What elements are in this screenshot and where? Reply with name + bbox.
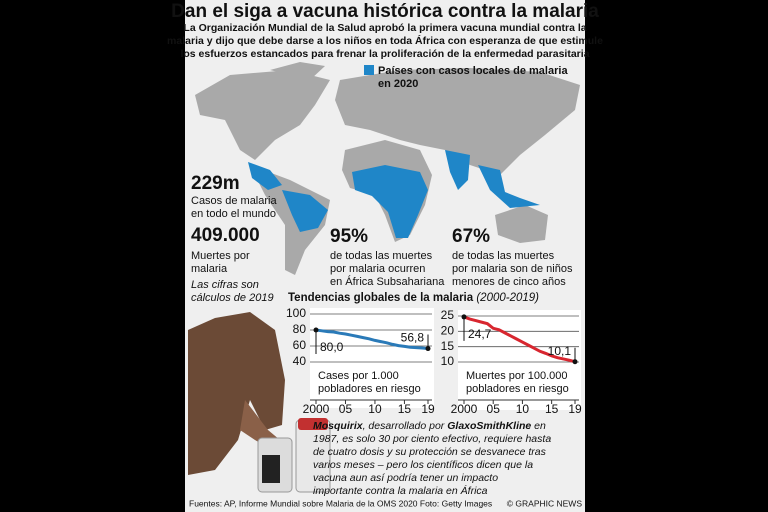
stat-text: menores de cinco años [452, 276, 566, 288]
stat-figure: 67% [452, 226, 490, 247]
chart-caption: Muertes por 100.000 [466, 370, 568, 382]
legend-swatch [364, 65, 374, 75]
x-tick-label: 10 [368, 402, 382, 416]
chart-caption: pobladores en riesgo [466, 383, 569, 395]
chart-caption: pobladores en riesgo [318, 383, 421, 395]
body-run: 1987, es solo 30 por ciento efectivo, re… [313, 433, 551, 445]
title: Dan el siga a vacuna histórica contra la… [171, 1, 599, 22]
stat-text: Muertes por [191, 250, 250, 262]
trends-title-main: Tendencias globales de la malaria [288, 292, 474, 304]
body-line: varios meses – pero los científicos dice… [313, 459, 533, 471]
stat-text: Casos de malaria [191, 195, 277, 207]
x-tick-label: 19 [421, 402, 435, 416]
stat-text: malaria [191, 263, 228, 275]
malaria-areas [248, 150, 540, 238]
photo [188, 312, 331, 493]
legend-label: Países con casos locales de malaria [378, 65, 568, 77]
stat-text: de todas las muertes [452, 250, 555, 262]
body-line: Mosquirix, desarrollado por GlaxoSmithKl… [313, 420, 546, 432]
x-tick-label: 15 [398, 402, 412, 416]
x-tick-label: 19 [568, 402, 582, 416]
y-tick-label: 100 [286, 306, 306, 320]
chart-caption: Cases por 1.000 [318, 370, 399, 382]
stat-text: en África Subsahariana [330, 275, 445, 288]
plot-area [458, 310, 581, 410]
data-line [463, 315, 576, 364]
body-line: importante contra la malaria en África [313, 484, 488, 497]
x-tick-label: 10 [516, 402, 530, 416]
footer-credit: © GRAPHIC NEWS [507, 498, 583, 508]
y-tick-label: 20 [441, 324, 455, 338]
body-run: de cuatro dosis y su protección se desva… [313, 446, 547, 458]
x-tick-label: 05 [487, 402, 501, 416]
x-tick-label: 05 [339, 402, 353, 416]
x-tick-label: 2000 [303, 402, 330, 416]
subtitle: malaria y dijo que debe darse a los niño… [167, 34, 603, 47]
body-line: de cuatro dosis y su protección se desva… [313, 446, 547, 458]
x-tick-label: 2000 [451, 402, 478, 416]
y-tick-label: 10 [441, 354, 455, 368]
end-point [425, 346, 431, 352]
stat-figure: 229m [191, 173, 240, 194]
value-label: 56,8 [401, 331, 425, 345]
body-line: vacuna aun así podría tener un impacto [313, 472, 498, 484]
trends-period: (2000-2019) [476, 292, 539, 304]
y-tick-label: 60 [293, 338, 307, 352]
x-tick-label: 15 [545, 402, 559, 416]
value-label: 10,1 [548, 344, 572, 358]
y-tick-label: 80 [293, 322, 307, 336]
end-point [313, 327, 319, 333]
y-tick-label: 40 [293, 354, 307, 368]
body-run: GlaxoSmithKline [447, 420, 531, 432]
trends-title: Tendencias globales de la malaria (2000-… [288, 292, 539, 304]
stat-figure: 95% [330, 226, 368, 247]
body-run: , desarrollado por [363, 420, 448, 432]
body-run: importante contra la malaria en África [313, 484, 488, 497]
stat-text: por malaria ocurren [330, 263, 425, 275]
end-point [461, 314, 467, 320]
data-line [315, 328, 429, 351]
note: cálculos de 2019 [191, 292, 274, 304]
value-label: 24,7 [468, 327, 492, 341]
body-run: varios meses – pero los científicos dice… [313, 459, 533, 471]
value-label: 80,0 [320, 340, 344, 354]
stat-text: de todas las muertes [330, 250, 433, 262]
stat-text: en todo el mundo [191, 208, 276, 220]
stat-text: por malaria son de niños [452, 263, 573, 275]
subtitle: los esfuerzos estancados para frenar la … [180, 48, 589, 60]
legend-label: en 2020 [378, 78, 418, 90]
plot-area [310, 308, 434, 408]
end-point [572, 359, 578, 365]
body-run: Mosquirix [313, 420, 364, 432]
body-run: en [531, 420, 546, 432]
note: Las cifras son [191, 279, 259, 291]
body-run: vacuna aun así podría tener un impacto [313, 472, 498, 484]
subtitle: La Organización Mundial de la Salud apro… [183, 22, 586, 34]
y-tick-label: 25 [441, 308, 455, 322]
footer-sources: Fuentes: AP, Informe Mundial sobre Malar… [189, 498, 492, 508]
body-line: 1987, es solo 30 por ciento efectivo, re… [313, 433, 551, 445]
y-tick-label: 15 [441, 339, 455, 353]
stat-figure: 409.000 [191, 225, 260, 246]
